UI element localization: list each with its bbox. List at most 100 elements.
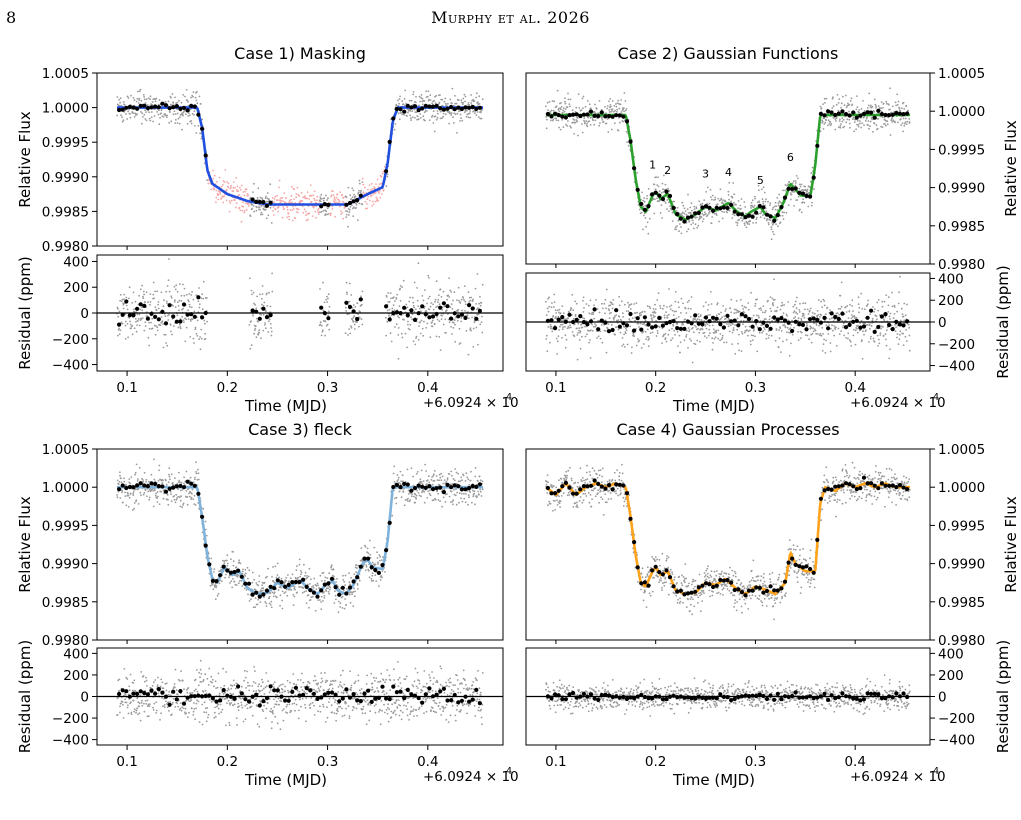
residual-raw-point — [845, 311, 848, 313]
residual-raw-point — [887, 296, 890, 299]
raw-point — [150, 473, 153, 476]
raw-point — [411, 116, 414, 118]
residual-raw-point — [907, 323, 910, 326]
residual-binned-point — [772, 315, 777, 320]
binned-point — [901, 112, 906, 117]
residual-raw-point — [132, 291, 135, 294]
residual-raw-point — [821, 326, 824, 329]
residual-raw-point — [858, 311, 860, 314]
raw-point — [682, 211, 684, 214]
masked-point — [366, 207, 368, 210]
residual-raw-point — [628, 319, 631, 321]
raw-point — [191, 492, 193, 495]
raw-point — [354, 195, 357, 198]
residual-raw-point — [793, 326, 795, 329]
residual-raw-point — [130, 327, 133, 330]
residual-raw-point — [899, 333, 901, 336]
residual-raw-point — [641, 310, 644, 313]
residual-raw-point — [848, 310, 851, 312]
residual-raw-point — [472, 327, 475, 330]
residual-raw-point — [886, 326, 889, 329]
binned-point — [127, 104, 132, 109]
residual-raw-point — [707, 309, 709, 311]
raw-point — [871, 105, 874, 108]
raw-point — [190, 498, 193, 500]
residual-raw-point — [419, 321, 421, 323]
residual-raw-point — [644, 319, 647, 322]
raw-point — [688, 221, 690, 223]
raw-point — [611, 108, 614, 111]
raw-point — [692, 222, 695, 224]
raw-point — [256, 603, 259, 606]
raw-point — [824, 121, 827, 124]
residual-binned-point — [456, 314, 461, 319]
raw-point — [414, 117, 416, 119]
masked-point — [235, 206, 237, 209]
raw-point — [880, 125, 882, 128]
residual-raw-point — [902, 344, 905, 346]
raw-point — [444, 102, 447, 105]
raw-point — [272, 595, 275, 598]
binned-point — [474, 106, 479, 111]
binned-point — [189, 103, 194, 108]
residual-raw-point — [618, 304, 621, 307]
residual-raw-point — [757, 315, 760, 317]
raw-point — [754, 197, 756, 200]
residual-binned-point — [714, 316, 719, 321]
residual-raw-point — [428, 277, 430, 279]
raw-point — [899, 118, 902, 120]
binned-point — [409, 105, 414, 110]
raw-point — [761, 198, 764, 201]
residual-raw-point — [390, 314, 393, 317]
residual-raw-point — [675, 317, 678, 320]
residual-raw-point — [593, 304, 595, 307]
residual-raw-point — [117, 308, 119, 310]
raw-point — [475, 96, 477, 99]
peak-label: 6 — [787, 151, 794, 164]
residual-raw-point — [361, 290, 364, 293]
raw-point — [694, 223, 697, 226]
residual-raw-point — [671, 327, 673, 330]
residual-raw-point — [259, 293, 261, 296]
raw-point — [260, 211, 263, 214]
raw-point — [828, 123, 831, 125]
masked-point — [245, 208, 248, 211]
raw-point — [619, 103, 622, 106]
residual-raw-point — [818, 324, 821, 327]
raw-point — [277, 589, 280, 591]
residual-raw-point — [665, 340, 668, 343]
residual-raw-point — [816, 314, 819, 317]
raw-point — [845, 106, 848, 109]
raw-point — [230, 580, 233, 583]
residual-raw-point — [260, 337, 262, 339]
masked-point — [213, 188, 216, 190]
raw-point — [138, 99, 141, 101]
raw-point — [680, 226, 682, 228]
residual-raw-point — [267, 320, 270, 323]
residual-binned-point — [822, 315, 827, 320]
raw-point — [701, 212, 704, 215]
raw-point — [319, 200, 322, 203]
residual-raw-point — [177, 304, 180, 307]
raw-point — [177, 495, 180, 498]
residual-raw-point — [626, 343, 629, 346]
raw-point — [561, 111, 564, 114]
residual-raw-point — [175, 284, 178, 287]
resid-tick-label: 0 — [80, 306, 89, 322]
raw-point — [568, 103, 571, 105]
binned-point — [632, 166, 637, 171]
residual-raw-point — [819, 332, 822, 335]
raw-point — [174, 113, 177, 115]
peak-label: 5 — [757, 174, 764, 187]
residual-raw-point — [707, 304, 710, 306]
residual-raw-point — [733, 312, 736, 314]
raw-point — [174, 501, 177, 504]
residual-binned-point — [560, 315, 565, 320]
raw-point — [261, 198, 264, 201]
residual-binned-point — [449, 316, 454, 321]
residual-raw-point — [156, 329, 159, 332]
raw-point — [855, 128, 857, 131]
raw-point — [361, 203, 364, 206]
residual-raw-point — [619, 331, 622, 334]
residual-binned-point — [660, 323, 666, 328]
